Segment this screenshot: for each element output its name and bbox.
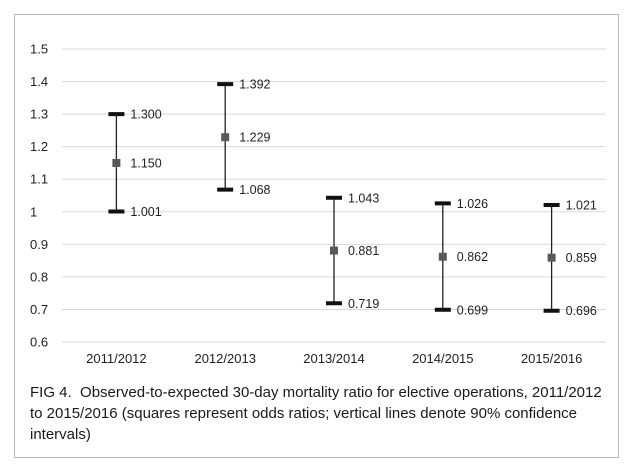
point-estimate-label: 0.862 (457, 250, 488, 264)
y-tick-label: 1 (30, 204, 37, 219)
upper-ci-label: 1.026 (457, 197, 488, 211)
figure-caption: FIG 4. Observed-to-expected 30-day morta… (30, 382, 610, 445)
lower-ci-label: 1.001 (130, 205, 161, 219)
point-estimate-label: 0.881 (348, 244, 379, 258)
y-tick-label: 1.1 (30, 172, 48, 187)
y-tick-label: 0.6 (30, 335, 48, 350)
lower-ci-label: 0.719 (348, 297, 379, 311)
y-tick-label: 1.4 (30, 74, 48, 89)
odds-ratio-marker (112, 158, 121, 167)
odds-ratio-marker (221, 133, 230, 142)
y-tick-label: 0.8 (30, 269, 48, 284)
x-tick-label: 2013/2014 (303, 351, 364, 366)
y-tick-label: 1.3 (30, 107, 48, 122)
point-estimate-label: 1.229 (239, 131, 270, 145)
y-tick-label: 0.9 (30, 237, 48, 252)
odds-ratio-marker (547, 253, 556, 262)
odds-ratio-marker (330, 246, 338, 255)
odds-ratio-marker (438, 252, 447, 261)
point-estimate-label: 1.150 (130, 156, 161, 170)
y-tick-label: 0.7 (30, 302, 48, 317)
y-tick-label: 1.2 (30, 139, 48, 154)
figure-label: FIG 4. (30, 384, 72, 401)
y-tick-label: 1.5 (30, 42, 48, 57)
lower-ci-label: 1.068 (239, 183, 270, 197)
caption-text: Observed-to-expected 30-day mortality ra… (30, 384, 602, 443)
upper-ci-label: 1.300 (130, 108, 161, 122)
x-tick-label: 2011/2012 (86, 351, 147, 366)
point-estimate-label: 0.859 (566, 251, 597, 265)
upper-ci-label: 1.043 (348, 191, 379, 205)
x-tick-label: 2015/2016 (521, 351, 582, 366)
chart: 0.6 0.7 0.8 0.9 1 1.1 1.2 1.3 1.4 1.5 2011/2012 201… (30, 42, 606, 366)
upper-ci-label: 1.392 (239, 78, 270, 92)
upper-ci-label: 1.021 (566, 198, 597, 212)
x-tick-label: 2014/2015 (412, 351, 473, 366)
x-tick-label: 2012/2013 (194, 351, 255, 366)
figure-frame (14, 14, 619, 458)
lower-ci-label: 0.699 (457, 303, 488, 317)
lower-ci-label: 0.696 (566, 304, 597, 318)
